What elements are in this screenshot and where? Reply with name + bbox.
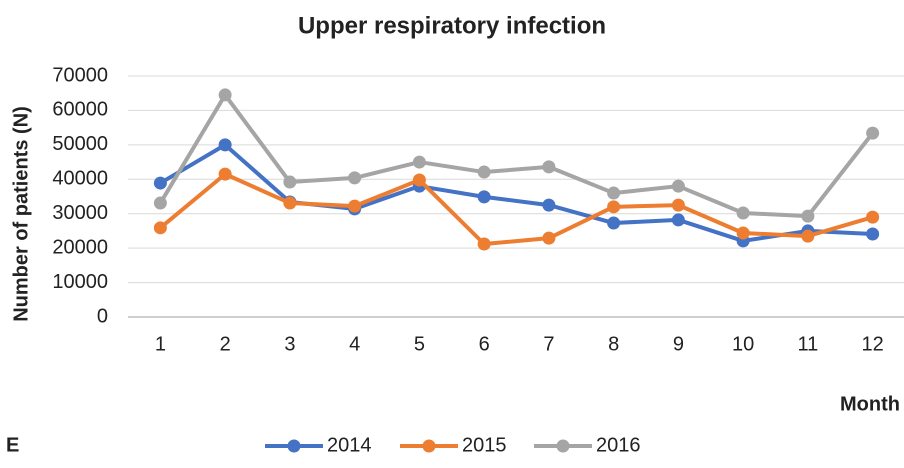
- data-point: [866, 126, 880, 140]
- x-tick-label: 6: [479, 333, 490, 355]
- data-point: [348, 171, 362, 185]
- y-tick-label: 30000: [52, 202, 108, 224]
- data-point: [542, 160, 556, 174]
- data-point: [607, 216, 621, 230]
- data-point: [412, 155, 426, 169]
- legend-marker: [287, 439, 301, 453]
- x-tick-label: 11: [797, 333, 818, 355]
- series-line: [159, 142, 873, 243]
- data-point: [283, 175, 297, 189]
- legend-label: 2015: [462, 434, 507, 456]
- x-tick-label: 12: [862, 333, 884, 355]
- y-tick-label: 50000: [52, 133, 108, 155]
- data-point: [607, 200, 621, 214]
- x-tick-label: 1: [155, 333, 166, 355]
- data-point: [801, 209, 815, 223]
- data-point: [671, 179, 685, 193]
- y-tick-label: 0: [97, 305, 108, 327]
- legend-marker: [422, 439, 436, 453]
- legend-marker: [556, 439, 570, 453]
- chart-title: Upper respiratory infection: [298, 12, 606, 39]
- data-point: [866, 210, 880, 224]
- data-point: [671, 198, 685, 212]
- data-point: [736, 226, 750, 240]
- y-tick-label: 20000: [52, 236, 108, 258]
- y-tick-label: 40000: [52, 168, 108, 190]
- x-tick-label: 3: [284, 333, 295, 355]
- data-point: [283, 196, 297, 210]
- data-point: [218, 88, 232, 102]
- y-tick-label: 10000: [52, 271, 108, 293]
- x-tick-label: 8: [608, 333, 619, 355]
- data-point: [542, 198, 556, 212]
- data-point: [412, 173, 426, 187]
- data-point: [477, 190, 491, 204]
- data-point: [153, 196, 167, 210]
- data-point: [218, 167, 232, 181]
- data-point: [477, 237, 491, 251]
- data-point: [153, 176, 167, 190]
- data-point: [671, 213, 685, 227]
- x-axis-label: Month: [840, 393, 900, 415]
- x-tick-label: 2: [220, 333, 231, 355]
- y-tick-label: 70000: [52, 64, 108, 86]
- data-point: [218, 138, 232, 152]
- series-line: [159, 172, 874, 247]
- y-axis-label: Number of patients (N): [10, 106, 32, 322]
- x-tick-label: 10: [732, 333, 754, 355]
- x-tick-label: 7: [543, 333, 554, 355]
- x-tick-label: 5: [414, 333, 425, 355]
- data-point: [866, 227, 880, 241]
- data-point: [607, 186, 621, 200]
- data-point: [801, 229, 815, 243]
- legend-label: 2016: [596, 434, 641, 456]
- panel-label: E: [6, 434, 19, 456]
- x-tick-label: 9: [673, 333, 684, 355]
- data-point: [348, 199, 362, 213]
- y-tick-label: 60000: [52, 99, 108, 121]
- data-point: [736, 206, 750, 220]
- data-point: [153, 221, 167, 235]
- series-line: [158, 92, 875, 219]
- x-tick-label: 4: [349, 333, 360, 355]
- data-point: [477, 165, 491, 179]
- data-point: [542, 231, 556, 245]
- legend-label: 2014: [327, 434, 372, 456]
